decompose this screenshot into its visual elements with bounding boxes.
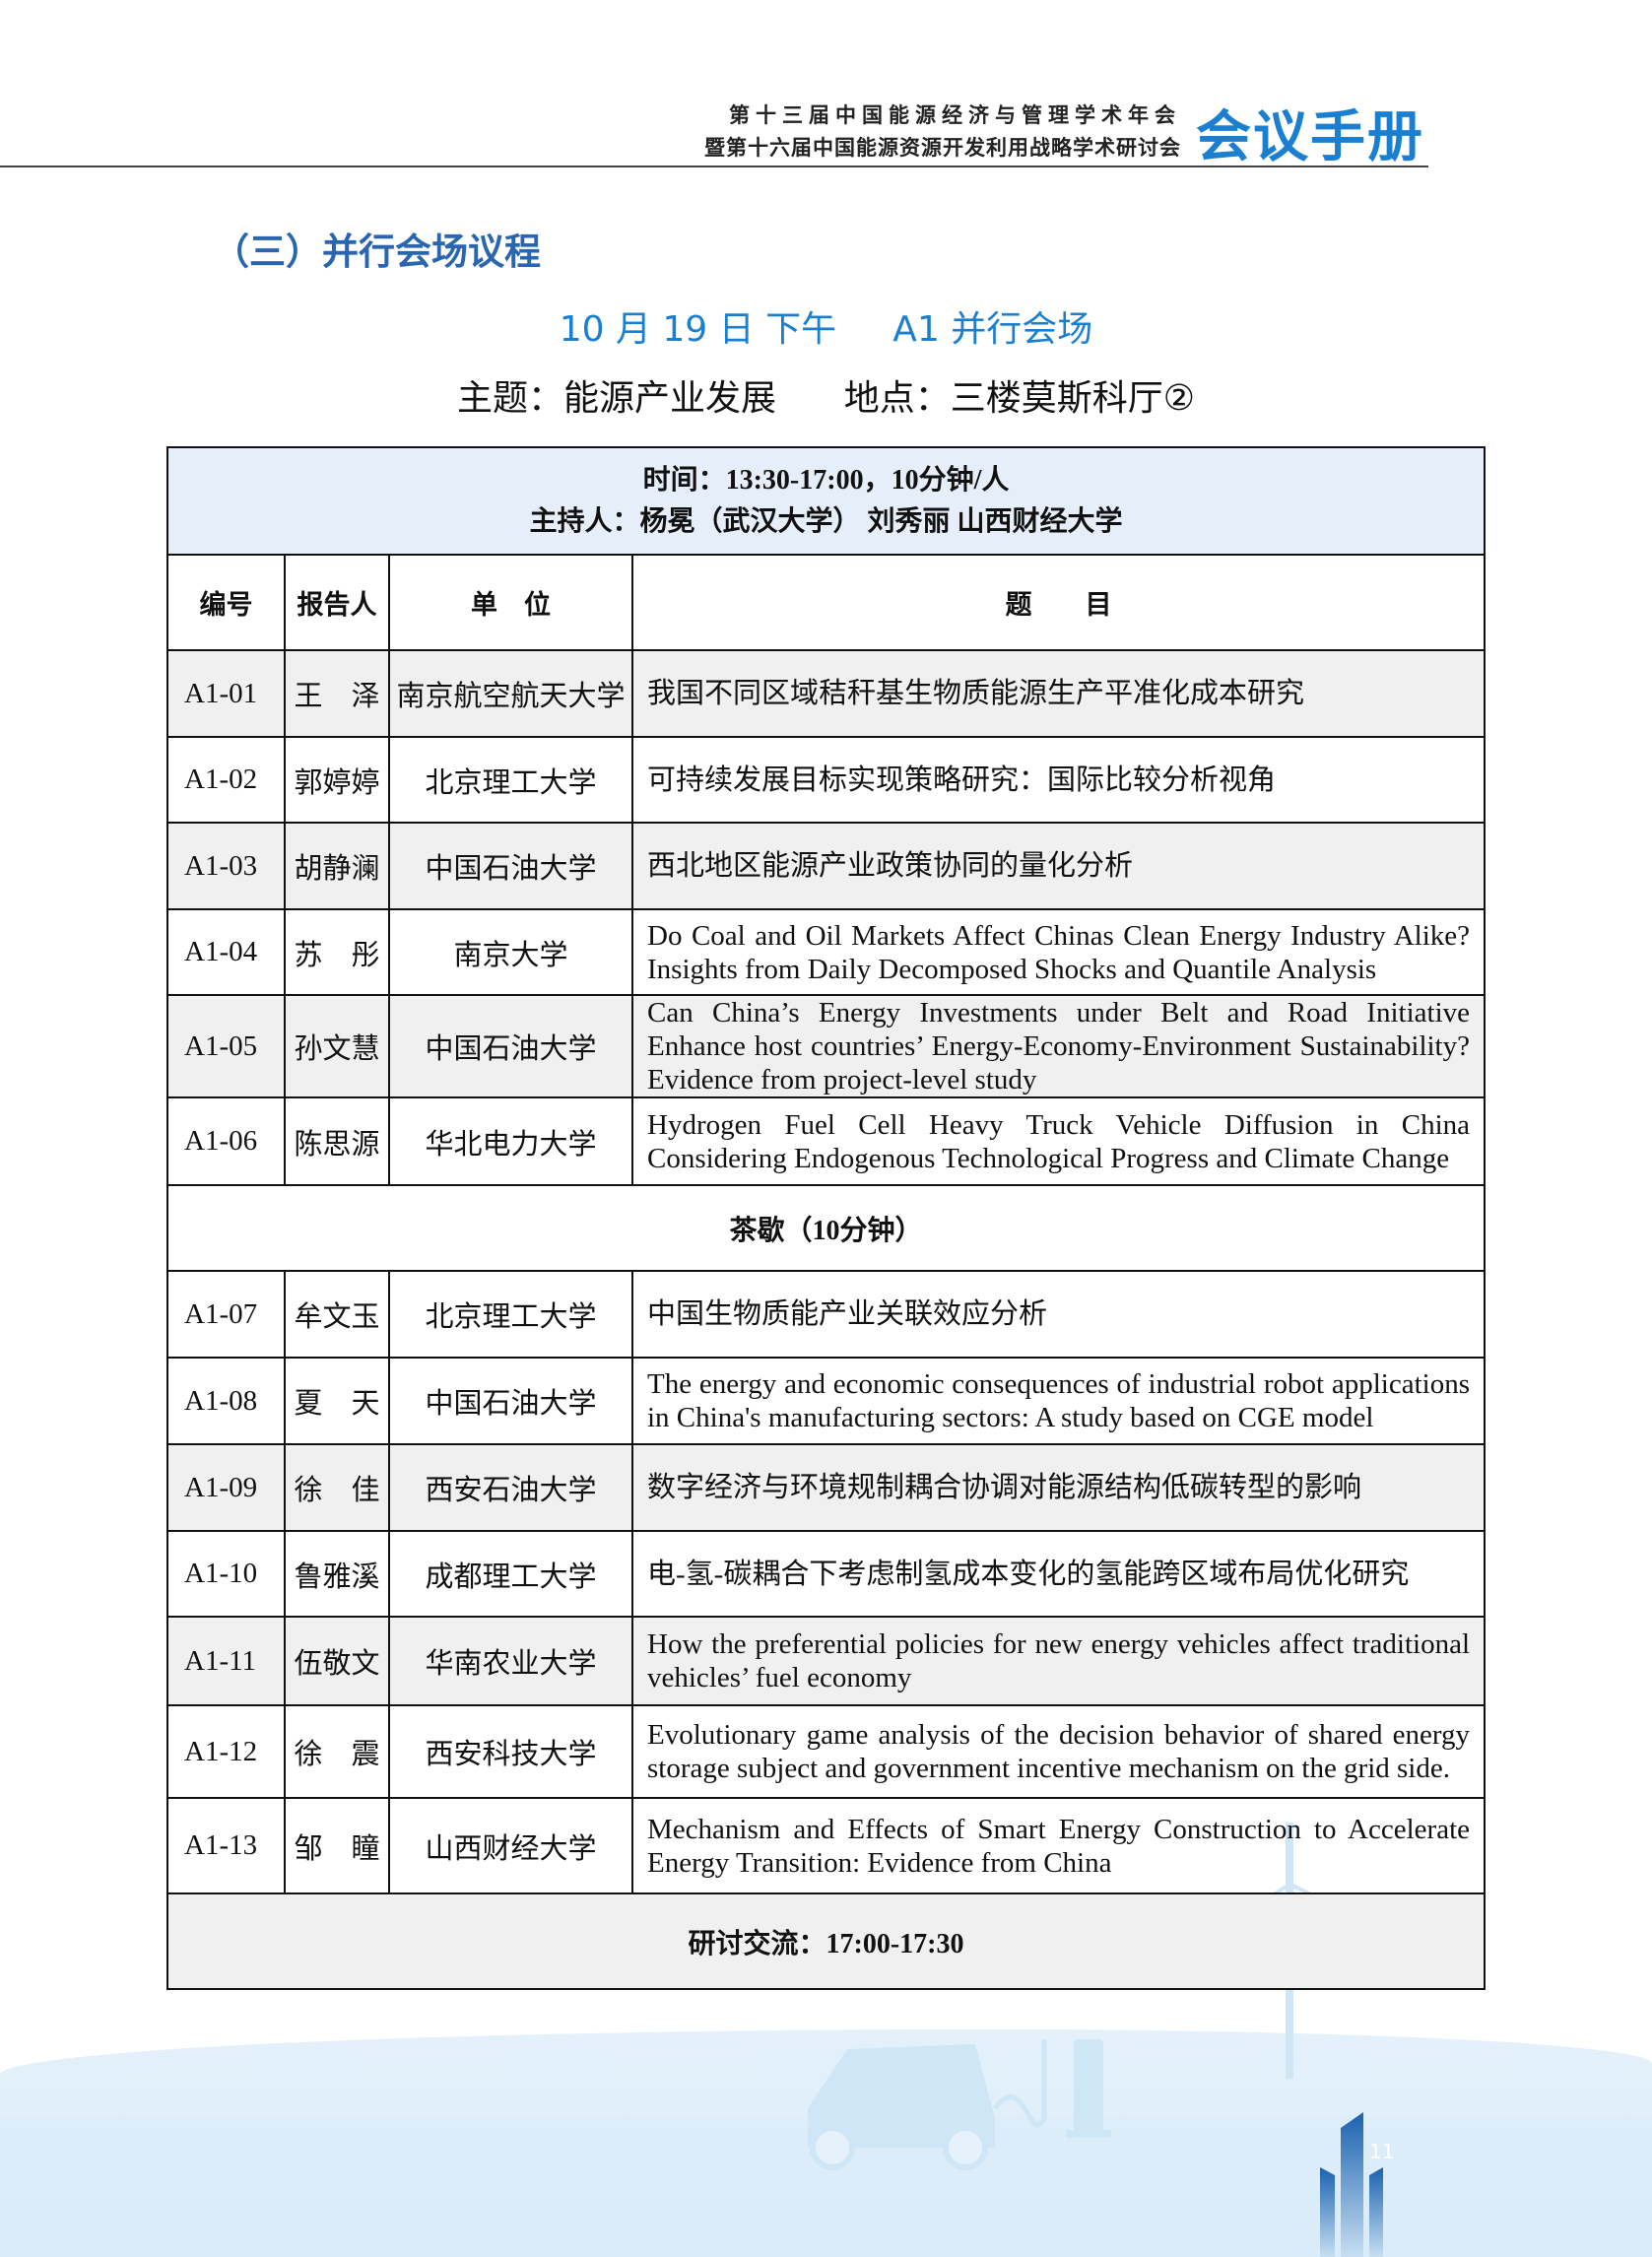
table-row: A1-05 孙文慧 中国石油大学 Can China’s Energy Investm… (166, 994, 1486, 1098)
agenda-table: 时间：13:30-17:00，10分钟/人 主持人：杨冕（武汉大学） 刘秀丽 山… (166, 446, 1486, 1990)
conference-title-line-1: 第十三届中国能源经济与管理学术年会 (729, 103, 1181, 127)
organization: 南京航空航天大学 (388, 649, 633, 738)
session-hosts: 主持人：杨冕（武汉大学） 刘秀丽 山西财经大学 (529, 505, 1123, 537)
organization: 中国石油大学 (388, 822, 633, 910)
column-header-speaker: 报告人 (284, 554, 390, 651)
speaker-name: 胡静澜 (284, 822, 390, 910)
talk-title: 中国生物质能产业关联效应分析 (631, 1270, 1486, 1359)
column-header-id: 编号 (166, 554, 286, 651)
talk-title: How the preferential policies for new en… (631, 1616, 1486, 1706)
table-row: A1-01 王 泽南京航空航天大学 我国不同区域秸秆基生物质能源生产平准化成本研究 (166, 649, 1486, 738)
conference-title-line-2: 暨第十六届中国能源资源开发利用战略学术研讨会 (704, 136, 1181, 160)
speaker-name: 伍敬文 (284, 1616, 390, 1706)
organization: 北京理工大学 (388, 1270, 633, 1359)
table-row: A1-04 苏 彤南京大学 Do Coal and Oil Markets Affe… (166, 908, 1486, 996)
talk-id: A1-13 (166, 1797, 286, 1894)
talk-id: A1-03 (166, 822, 286, 910)
talk-id: A1-08 (166, 1357, 286, 1445)
organization: 南京大学 (388, 908, 633, 996)
organization: 西安科技大学 (388, 1704, 633, 1799)
tea-break-row: 茶歇（10分钟） (166, 1184, 1486, 1272)
table-row: A1-10 鲁雅溪 成都理工大学 电-氢-碳耦合下考虑制氢成本变化的氢能跨区域布局优化… (166, 1530, 1486, 1618)
talk-id: A1-02 (166, 736, 286, 824)
session-time: 时间：13:30-17:00，10分钟/人 (642, 464, 1010, 496)
speaker-name: 郭婷婷 (284, 736, 390, 824)
speaker-name: 徐 佳 (284, 1443, 390, 1532)
table-header-row: 编号 报告人 单 位 题 目 (166, 554, 1486, 651)
table-row: A1-06 陈思源 华北电力大学 Hydrogen Fuel Cell Heavy T… (166, 1096, 1486, 1186)
page-number-badge (1320, 2112, 1383, 2257)
talk-title: 电-氢-碳耦合下考虑制氢成本变化的氢能跨区域布局优化研究 (631, 1530, 1486, 1618)
section-title: （三）并行会场议程 (213, 231, 541, 273)
table-row: A1-02 郭婷婷 北京理工大学 可持续发展目标实现策略研究：国际比较分析视角 (166, 736, 1486, 824)
organization: 成都理工大学 (388, 1530, 633, 1618)
table-row: A1-12 徐 震西安科技大学 Evolutionary game analysis… (166, 1704, 1486, 1799)
table-row: A1-08 夏 天中国石油大学 The energy and economic co… (166, 1357, 1486, 1445)
speaker-name: 夏 天 (284, 1357, 390, 1445)
talk-title: Do Coal and Oil Markets Affect Chinas Cl… (631, 908, 1486, 996)
talk-title: Mechanism and Effects of Smart Energy Co… (631, 1797, 1486, 1894)
talk-title: The energy and economic consequences of … (631, 1357, 1486, 1445)
organization: 西安石油大学 (388, 1443, 633, 1532)
header-divider (0, 166, 1428, 167)
talk-title: 我国不同区域秸秆基生物质能源生产平准化成本研究 (631, 649, 1486, 738)
column-header-title: 题 目 (631, 554, 1486, 651)
talk-id: A1-11 (166, 1616, 286, 1706)
handbook-brand: 会议手册 (1196, 105, 1424, 169)
session-theme-location: 主题：能源产业发展 地点：三楼莫斯科厅② (457, 378, 1195, 419)
talk-id: A1-09 (166, 1443, 286, 1532)
organization: 中国石油大学 (388, 994, 633, 1098)
talk-id: A1-01 (166, 649, 286, 738)
table-row: A1-07 牟文玉 北京理工大学 中国生物质能产业关联效应分析 (166, 1270, 1486, 1359)
talk-id: A1-04 (166, 908, 286, 996)
organization: 中国石油大学 (388, 1357, 633, 1445)
car-icon (808, 2044, 995, 2148)
speaker-name: 鲁雅溪 (284, 1530, 390, 1618)
talk-title: 数字经济与环境规制耦合协调对能源结构低碳转型的影响 (631, 1443, 1486, 1532)
speaker-name: 邹 瞳 (284, 1797, 390, 1894)
speaker-name: 徐 震 (284, 1704, 390, 1799)
speaker-name: 孙文慧 (284, 994, 390, 1098)
organization: 华北电力大学 (388, 1096, 633, 1186)
talk-title: 西北地区能源产业政策协同的量化分析 (631, 822, 1486, 910)
talk-id: A1-05 (166, 994, 286, 1098)
talk-title: Hydrogen Fuel Cell Heavy Truck Vehicle D… (631, 1096, 1486, 1186)
table-row: A1-11 伍敬文 华南农业大学 How the preferential polic… (166, 1616, 1486, 1706)
charger-icon (1074, 2039, 1103, 2133)
table-row: A1-13 邹 瞳山西财经大学 Mechanism and Effects of S… (166, 1797, 1486, 1894)
column-header-org: 单 位 (388, 554, 633, 651)
talk-id: A1-12 (166, 1704, 286, 1799)
speaker-name: 牟文玉 (284, 1270, 390, 1359)
page-number: 11 (1369, 2140, 1395, 2163)
table-row: A1-03 胡静澜 中国石油大学 西北地区能源产业政策协同的量化分析 (166, 822, 1486, 910)
talk-title: 可持续发展目标实现策略研究：国际比较分析视角 (631, 736, 1486, 824)
organization: 山西财经大学 (388, 1797, 633, 1894)
speaker-name: 王 泽 (284, 649, 390, 738)
talk-title: Evolutionary game analysis of the decisi… (631, 1704, 1486, 1799)
talk-id: A1-10 (166, 1530, 286, 1618)
session-info: 时间：13:30-17:00，10分钟/人 主持人：杨冕（武汉大学） 刘秀丽 山… (166, 446, 1486, 556)
talk-title: Can China’s Energy Investments under Bel… (631, 994, 1486, 1098)
talk-id: A1-06 (166, 1096, 286, 1186)
speaker-name: 陈思源 (284, 1096, 390, 1186)
talk-id: A1-07 (166, 1270, 286, 1359)
session-title: 10 月 19 日 下午 A1 并行会场 (559, 309, 1093, 350)
organization: 北京理工大学 (388, 736, 633, 824)
table-row: A1-09 徐 佳西安石油大学 数字经济与环境规制耦合协调对能源结构低碳转型的影响 (166, 1443, 1486, 1532)
organization: 华南农业大学 (388, 1616, 633, 1706)
speaker-name: 苏 彤 (284, 908, 390, 996)
discussion-row: 研讨交流：17:00-17:30 (166, 1892, 1486, 1990)
